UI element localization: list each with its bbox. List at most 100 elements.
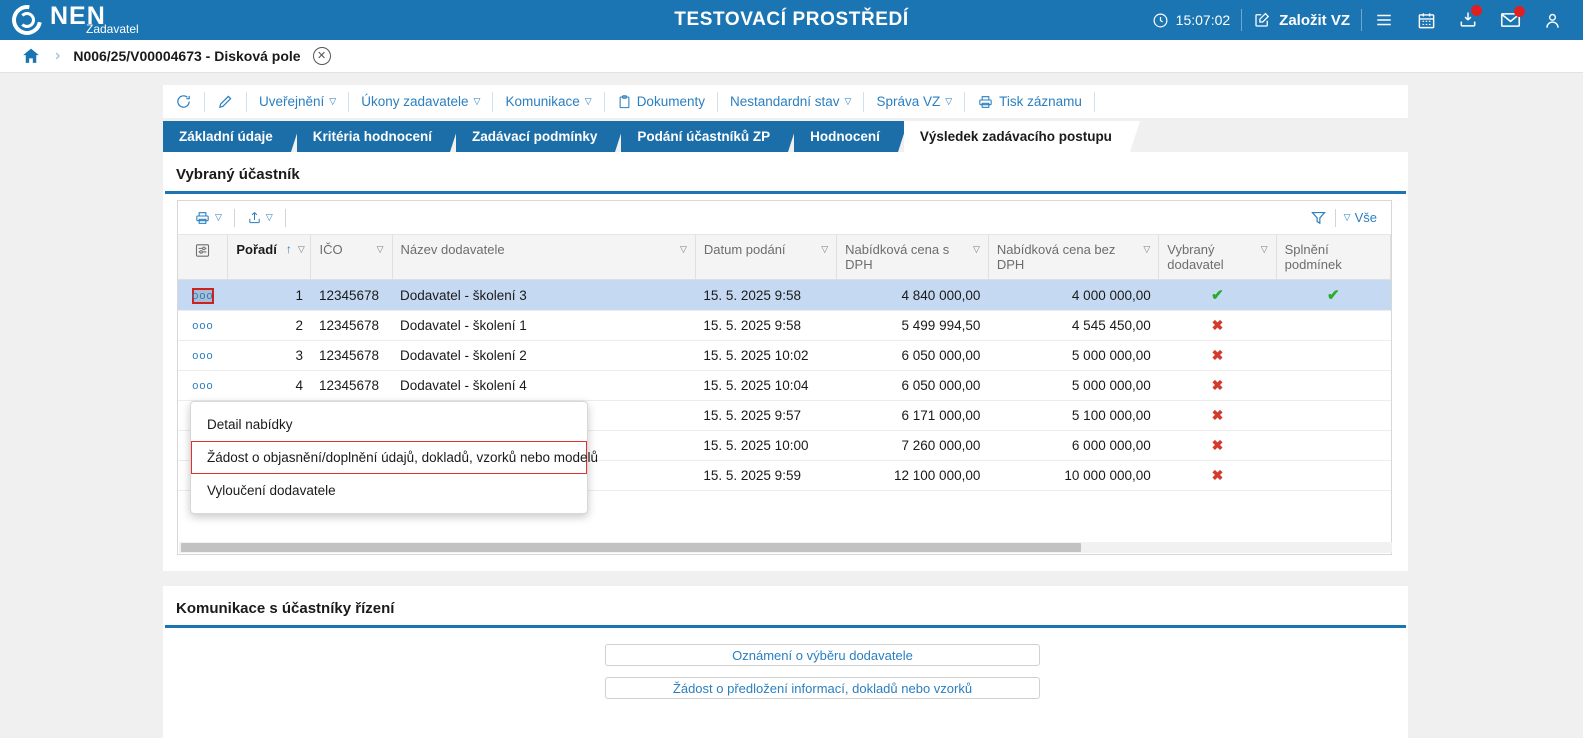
notify-supplier-selection-button[interactable]: Oznámení o výběru dodavatele (605, 644, 1040, 666)
cell-datum: 15. 5. 2025 9:58 (695, 310, 837, 341)
context-menu-item-detail-nabidky[interactable]: Detail nabídky (207, 417, 293, 432)
tab-kriteria-hodnoceni[interactable]: Kritéria hodnocení (296, 121, 461, 152)
column-label: IČO (319, 242, 343, 257)
scrollbar-thumb[interactable] (181, 543, 1081, 552)
refresh-button[interactable] (163, 91, 204, 113)
toolbar-divider-4 (492, 91, 494, 112)
page-title: Vybraný účastník (176, 166, 300, 183)
cell-cena-s-dph: 7 260 000,00 (836, 430, 989, 461)
toolbar-divider-5 (603, 91, 605, 112)
close-icon[interactable]: ✕ (312, 47, 331, 65)
printer-icon (977, 94, 994, 110)
row-menu-cell[interactable]: ooo (178, 370, 228, 401)
column-header-vybrany-dodavatel[interactable]: Vybraný dodavatel ▽ (1158, 235, 1277, 280)
row-menu-cell[interactable]: ooo (178, 279, 228, 311)
column-header-datum-podani[interactable]: Datum podání ▽ (695, 235, 838, 280)
communication-panel-title: Komunikace s účastníky řízení (176, 600, 395, 617)
table-row[interactable]: ooo 2 12345678 Dodavatel - školení 1 15.… (178, 310, 1391, 341)
cell-cena-s-dph: 6 050 000,00 (836, 340, 989, 371)
tab-zakladni-udaje[interactable]: Základní údaje (163, 121, 301, 152)
cell-vybrany-dodavatel: ✖ (1158, 430, 1277, 461)
grid-filter-all-label[interactable]: Vše (1354, 210, 1377, 225)
chevron-down-icon[interactable]: ▽ (1143, 244, 1151, 254)
chevron-down-icon[interactable]: ▽ (1260, 244, 1268, 254)
chevron-down-icon[interactable]: ▽ (1343, 212, 1351, 222)
cell-ico: 12345678 (310, 340, 392, 371)
messages-button[interactable] (1489, 6, 1532, 32)
cell-vybrany-dodavatel: ✖ (1158, 310, 1277, 341)
clock-time: 15:07:02 (1175, 12, 1231, 28)
toolbar-divider-8 (964, 91, 966, 112)
cell-vybrany-dodavatel: ✖ (1158, 370, 1277, 401)
cross-icon: ✖ (1211, 347, 1224, 363)
communication-buttons: Oznámení o výběru dodavatele Žádost o př… (605, 644, 1040, 699)
filter-funnel-icon[interactable] (1310, 209, 1327, 226)
cell-vybrany-dodavatel: ✖ (1158, 340, 1277, 371)
context-menu-item-zadost-o-objasneni[interactable]: Žádost o objasnění/doplnění údajů, dokla… (191, 441, 598, 474)
toolbar-divider-6 (716, 91, 718, 112)
user-icon (1543, 11, 1562, 30)
column-label: Vybraný dodavatel (1167, 242, 1224, 272)
cell-cena-bez-dph: 5 000 000,00 (988, 370, 1159, 401)
table-row[interactable]: ooo 3 12345678 Dodavatel - školení 2 15.… (178, 340, 1391, 371)
header-divider-2 (1361, 9, 1362, 31)
column-header-nazev-dodavatele[interactable]: Název dodavatele ▽ (392, 235, 696, 280)
grid-toolbar: ▽ ▽ (178, 201, 1391, 235)
horizontal-scrollbar[interactable] (179, 542, 1392, 553)
chevron-down-icon: ▽ (215, 212, 222, 222)
chevron-down-icon[interactable]: ▽ (972, 244, 980, 254)
calendar-button[interactable] (1406, 8, 1447, 32)
home-icon[interactable] (20, 46, 42, 66)
edit-button[interactable] (205, 91, 246, 113)
grid-print-button[interactable]: ▽ (186, 210, 230, 226)
column-header-settings[interactable] (178, 235, 229, 280)
menu-uverejneni[interactable]: Uveřejnění ▽ (247, 91, 348, 113)
table-row[interactable]: ooo 1 12345678 Dodavatel - školení 3 15.… (178, 279, 1391, 311)
tab-zadavaci-podminky[interactable]: Zadávací podmínky (456, 121, 626, 152)
create-vz-icon (1253, 11, 1271, 29)
chevron-down-icon[interactable]: ▽ (821, 244, 829, 254)
row-actions-menu-icon[interactable]: ooo (191, 287, 214, 304)
breadcrumb-title[interactable]: N006/25/V00004673 - Disková pole (73, 48, 301, 64)
app-header: NEN Zadavatel TESTOVACÍ PROSTŘEDÍ 15:07:… (0, 0, 1583, 41)
cell-cena-s-dph: 12 100 000,00 (836, 460, 989, 491)
tab-podani-ucastniku-zp[interactable]: Podání účastníků ZP (621, 121, 798, 152)
table-row[interactable]: ooo 4 12345678 Dodavatel - školení 4 15.… (178, 370, 1391, 401)
tab-hodnoceni[interactable]: Hodnocení (794, 121, 908, 152)
menu-komunikace[interactable]: Komunikace ▽ (493, 91, 603, 113)
toolbar-divider-3 (348, 91, 350, 112)
row-actions-menu-icon[interactable]: ooo (192, 350, 214, 362)
menu-sprava-vz[interactable]: Správa VZ ▽ (864, 91, 964, 113)
breadcrumb-separator: › (55, 47, 61, 64)
menu-ukony-zadavatele[interactable]: Úkony zadavatele ▽ (349, 91, 492, 113)
column-header-poradi[interactable]: Pořadí ↑ ▽ (227, 235, 312, 280)
tab-vysledek-zadavaciho-postupu[interactable]: Výsledek zadávacího postupu (903, 121, 1141, 152)
create-vz-button[interactable]: Založit VZ (1242, 8, 1361, 32)
user-profile-button[interactable] (1532, 8, 1573, 32)
request-documents-button[interactable]: Žádost o předložení informací, dokladů n… (605, 677, 1040, 699)
chevron-down-icon[interactable]: ▽ (376, 244, 384, 254)
column-header-splneni-podminek[interactable]: Splnění podmínek (1276, 235, 1392, 280)
brand-logo[interactable]: NEN Zadavatel (6, 0, 139, 41)
menu-button[interactable] (1362, 8, 1406, 32)
column-header-ico[interactable]: IČO ▽ (310, 235, 393, 280)
menu-dokumenty[interactable]: Dokumenty (605, 91, 717, 113)
context-menu-item-vylouceni-dodavatele[interactable]: Vyloučení dodavatele (207, 483, 336, 498)
row-menu-cell[interactable]: ooo (178, 340, 228, 371)
cell-cena-bez-dph: 6 000 000,00 (988, 430, 1159, 461)
grid-export-button[interactable]: ▽ (239, 209, 281, 226)
row-menu-cell[interactable]: ooo (178, 310, 228, 341)
downloads-button[interactable] (1447, 5, 1489, 32)
menu-nestandardni-stav[interactable]: Nestandardní stav ▽ (718, 91, 863, 113)
nen-logo-icon (6, 0, 48, 41)
print-record-button[interactable]: Tisk záznamu (965, 91, 1094, 113)
chevron-down-icon[interactable]: ▽ (297, 244, 305, 254)
inbox-download-icon (1458, 10, 1478, 30)
chevron-down-icon[interactable]: ▽ (679, 244, 687, 254)
row-actions-menu-icon[interactable]: ooo (192, 320, 214, 332)
column-header-cena-s-dph[interactable]: Nabídková cena s DPH ▽ (836, 235, 989, 280)
column-header-cena-bez-dph[interactable]: Nabídková cena bez DPH ▽ (988, 235, 1160, 280)
chevron-down-icon: ▽ (265, 212, 273, 222)
row-actions-menu-icon[interactable]: ooo (192, 380, 214, 392)
column-label: Datum podání (703, 242, 786, 257)
